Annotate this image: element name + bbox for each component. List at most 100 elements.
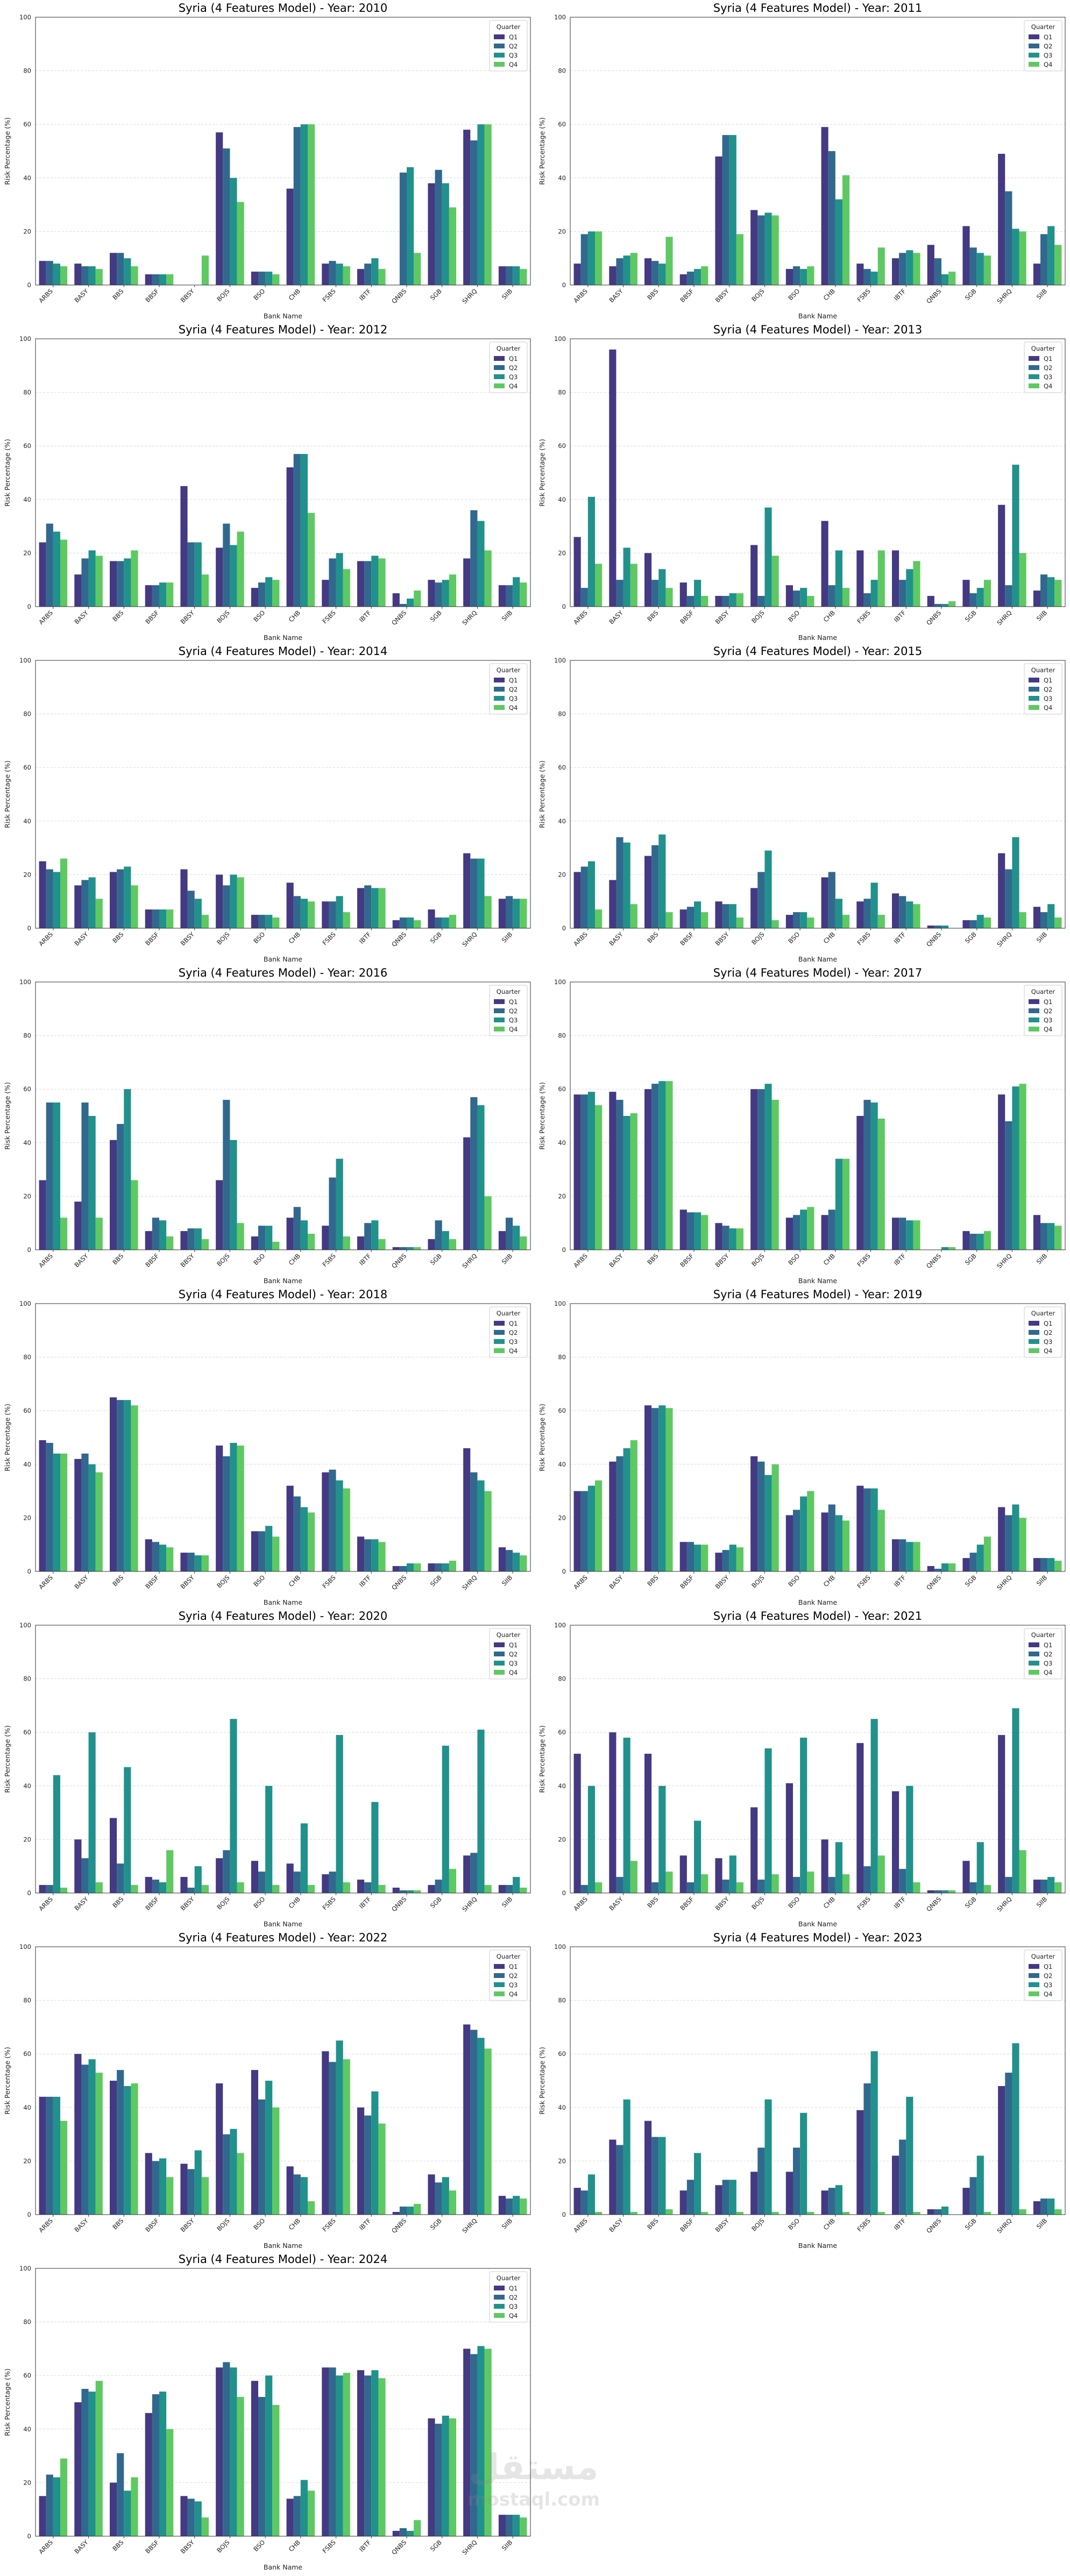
x-tick-label: BBSF [144, 1895, 160, 1912]
legend-swatch [494, 1339, 505, 1344]
bar-BBSF-Q4 [701, 1874, 708, 1893]
x-tick-label: BBSY [714, 287, 731, 304]
bar-BBSY-Q4 [201, 255, 209, 285]
x-tick-label: BBS [646, 1252, 660, 1266]
bar-SGB-Q4 [983, 2212, 991, 2215]
x-tick-label: SHRQ [460, 1252, 478, 1270]
x-tick-label: BBSY [179, 287, 196, 304]
bar-SGB-Q4 [449, 2190, 456, 2215]
x-tick-label: SIIB [500, 609, 514, 623]
x-tick-label: BSO [252, 2538, 266, 2553]
bar-CHB-Q3 [835, 1842, 842, 1893]
bar-ARBS-Q1 [573, 264, 581, 285]
legend-swatch [494, 1991, 505, 1996]
bar-SIIB-Q1 [1033, 907, 1040, 928]
legend-item: Q3 [1044, 1338, 1052, 1346]
bar-CHB-Q1 [286, 2499, 294, 2536]
bar-ARBS-Q1 [573, 537, 581, 607]
chart-svg: Syria (4 Features Model) - Year: 2022 0 20… [3, 1931, 531, 2250]
bar-QNBS-Q2 [934, 1569, 941, 1571]
x-tick-label: SGB [963, 1574, 978, 1588]
x-tick-label: BBS [111, 930, 125, 944]
bar-BBS-Q3 [658, 2137, 666, 2215]
x-tick-label: FSBS [321, 2538, 337, 2554]
bar-IBTF-Q1 [357, 1536, 365, 1571]
bar-BBS-Q1 [110, 1140, 117, 1250]
bar-ARBS-Q3 [587, 1485, 595, 1571]
bar-IBTF-Q4 [378, 269, 386, 285]
bar-BBSF-Q3 [159, 2392, 167, 2536]
bar-CHB-Q4 [842, 175, 850, 285]
x-tick-label: BBSY [714, 1895, 731, 1912]
bar-FSBS-Q4 [877, 1118, 885, 1250]
bar-BSO-Q4 [807, 1491, 814, 1571]
y-axis-label: Risk Percentage (%) [3, 439, 11, 507]
bar-ARBS-Q2 [580, 1094, 588, 1250]
bar-IBTF-Q3 [906, 250, 913, 285]
x-tick-label: SGB [429, 2538, 443, 2553]
bar-IBTF-Q1 [357, 1880, 365, 1893]
legend-item: Q4 [1044, 61, 1052, 68]
bar-ARBS-Q4 [60, 2458, 68, 2536]
bar-CHB-Q4 [308, 1512, 315, 1571]
x-tick-label: QNBS [925, 1574, 943, 1591]
bar-SHRQ-Q3 [477, 858, 485, 928]
y-tick-label: 20 [558, 1835, 566, 1843]
y-tick-label: 40 [23, 2104, 31, 2111]
legend-swatch [1029, 696, 1039, 701]
bar-BBSF-Q4 [166, 274, 174, 285]
bar-FSBS-Q4 [343, 1882, 350, 1893]
bar-QNBS-Q4 [414, 590, 421, 607]
y-tick-label: 60 [23, 2372, 31, 2379]
bar-ARBS-Q1 [39, 1885, 46, 1893]
bar-SIIB-Q2 [1040, 2198, 1048, 2215]
x-tick-label: FSBS [321, 1574, 337, 1590]
legend-swatch [1029, 365, 1039, 370]
bar-FSBS-Q4 [877, 550, 885, 607]
bar-BASY-Q2 [81, 2065, 89, 2215]
bar-SGB-Q1 [962, 920, 970, 928]
bar-SGB-Q1 [428, 580, 435, 607]
x-tick-label: BOJS [750, 287, 766, 303]
bar-CHB-Q3 [835, 199, 842, 285]
bar-CHB-Q3 [835, 899, 842, 928]
bar-SHRQ-Q2 [1005, 1121, 1012, 1250]
bar-BASY-Q4 [630, 253, 637, 285]
x-tick-label: BOJS [215, 2538, 231, 2554]
x-tick-label: SIIB [1035, 609, 1049, 623]
bar-FSBS-Q4 [343, 1236, 350, 1250]
bar-ARBS-Q1 [39, 1440, 46, 1571]
bar-SHRQ-Q3 [477, 521, 485, 607]
x-tick-label: FSBS [321, 1252, 337, 1268]
bar-ARBS-Q3 [587, 1785, 595, 1893]
bar-IBTF-Q2 [364, 1539, 372, 1571]
x-tick-label: QNBS [390, 930, 408, 948]
x-axis-label: Bank Name [798, 955, 838, 963]
bar-ARBS-Q3 [53, 2477, 60, 2536]
bar-BASY-Q4 [95, 556, 103, 607]
bar-BBS-Q1 [644, 258, 652, 285]
bar-CHB-Q3 [835, 1515, 842, 1571]
y-tick-label: 80 [558, 1675, 566, 1683]
x-tick-label: QNBS [925, 609, 943, 627]
legend-swatch [494, 1982, 505, 1987]
bar-BBS-Q2 [117, 869, 124, 928]
bar-SGB-Q3 [442, 2177, 449, 2215]
bar-BBSY-Q1 [180, 1553, 188, 1571]
bar-BBS-Q1 [644, 553, 652, 607]
bar-ARBS-Q4 [60, 266, 68, 285]
bar-SGB-Q2 [969, 1882, 977, 1893]
x-tick-label: BBSY [179, 1252, 196, 1269]
x-tick-label: BOJS [750, 2217, 766, 2232]
x-tick-label: SIIB [1035, 930, 1049, 944]
bar-BBSY-Q2 [187, 2499, 195, 2536]
legend-item: Q3 [509, 1981, 518, 1989]
x-tick-label: BBSF [144, 609, 160, 625]
bar-SHRQ-Q2 [470, 1097, 478, 1250]
bar-SHRQ-Q2 [470, 2354, 478, 2536]
bar-BBSY-Q3 [194, 2150, 202, 2215]
bar-SIIB-Q1 [498, 899, 506, 928]
plot-frame [570, 17, 1066, 286]
bar-BSO-Q2 [258, 915, 266, 928]
